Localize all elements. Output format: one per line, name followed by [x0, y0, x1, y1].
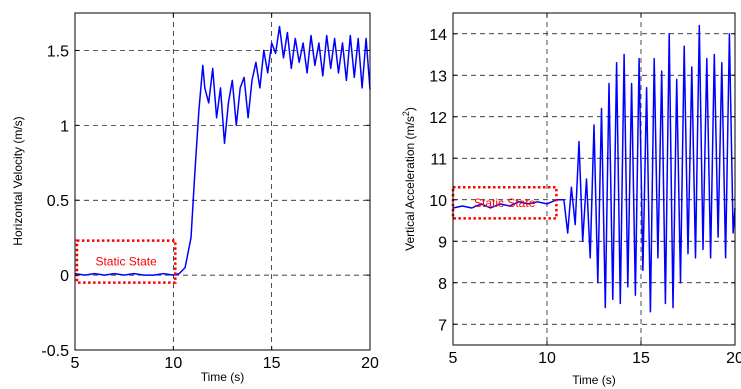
- vertical-acceleration-chart: Static State 5 10 15 20 7 8 9 10 11 12 13 14 Time (s)…: [401, 12, 741, 387]
- y-tick-label: -0.5: [41, 343, 69, 360]
- x-tick-label: 15: [263, 355, 281, 372]
- y-tick-label: 9: [438, 234, 447, 251]
- y-tick-label: 8: [438, 276, 447, 293]
- y-tick-label: 1: [60, 118, 69, 135]
- horizontal-velocity-chart: Static State 5 10 15 20 -0.5 0 0.5 1 1.5 Time (s) H…: [11, 12, 379, 384]
- y-axis-label-superscript: 2: [401, 111, 411, 116]
- y-tick-label: 1.5: [47, 43, 69, 60]
- axes-frame: [74, 12, 371, 351]
- y-tick-label: 12: [429, 110, 447, 127]
- y-tick-label: 7: [438, 317, 447, 334]
- x-tick-label: 5: [71, 355, 80, 372]
- y-tick-label: 0: [60, 268, 69, 285]
- y-tick-label: 0.5: [47, 193, 69, 210]
- static-state-box: [451, 186, 558, 220]
- x-axis-label: Time (s): [201, 370, 245, 384]
- series-line: [452, 24, 736, 313]
- y-axis-label: Vertical Acceleration (m/s2): [401, 107, 417, 251]
- x-tick-label: 15: [632, 350, 650, 367]
- y-axis-label-text: Vertical Acceleration (m/s: [403, 116, 417, 251]
- x-tick-label: 10: [538, 350, 556, 367]
- y-tick-label: 14: [429, 27, 447, 44]
- y-tick-label: 13: [429, 68, 447, 85]
- series-line: [74, 25, 371, 276]
- static-state-label: Static State: [95, 255, 157, 269]
- x-tick-label: 10: [164, 355, 182, 372]
- axes-frame: [452, 12, 736, 346]
- y-axis-label: Horizontal Velocity (m/s): [11, 116, 25, 245]
- x-tick-label: 20: [726, 350, 741, 367]
- y-axis-label-text: Horizontal Velocity (m/s): [11, 116, 25, 245]
- static-state-label: Static State: [474, 196, 536, 210]
- x-tick-label: 20: [361, 355, 379, 372]
- x-tick-label: 5: [449, 350, 458, 367]
- y-tick-label: 10: [429, 193, 447, 210]
- y-axis-label-close: ): [403, 107, 417, 111]
- y-tick-label: 11: [430, 151, 447, 168]
- x-axis-label: Time (s): [572, 373, 616, 387]
